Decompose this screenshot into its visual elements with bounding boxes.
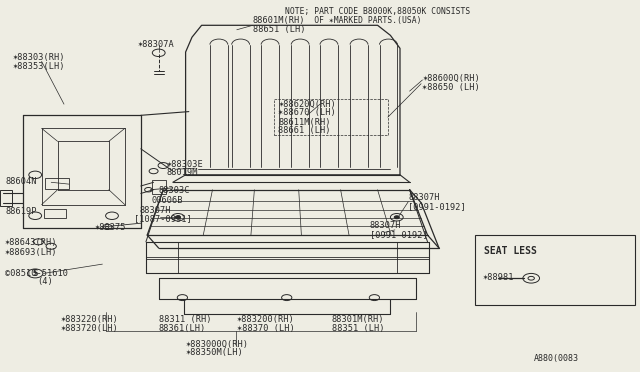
Text: 88307H: 88307H — [370, 221, 401, 230]
Text: 88311 (RH): 88311 (RH) — [159, 315, 211, 324]
Circle shape — [369, 295, 380, 301]
Circle shape — [394, 216, 399, 219]
Text: ©08510-51610: ©08510-51610 — [5, 269, 68, 278]
Text: ✶88600Q(RH): ✶88600Q(RH) — [422, 74, 480, 83]
Text: 88301M(RH): 88301M(RH) — [332, 315, 384, 324]
Text: 88351 (LH): 88351 (LH) — [332, 324, 384, 333]
Text: 88604N: 88604N — [5, 177, 36, 186]
Text: [0991-0192]: [0991-0192] — [408, 202, 466, 211]
Text: ✶88303(RH): ✶88303(RH) — [13, 53, 65, 62]
Text: ✶88981: ✶88981 — [483, 273, 515, 282]
Text: 00606B: 00606B — [151, 196, 182, 205]
Text: ✶88370 (LH): ✶88370 (LH) — [237, 324, 294, 333]
Circle shape — [158, 163, 168, 169]
Circle shape — [528, 276, 534, 280]
Text: ✶883720(LH): ✶883720(LH) — [61, 324, 118, 333]
Text: OF ✶MARKED PARTS.(USA): OF ✶MARKED PARTS.(USA) — [285, 16, 421, 25]
Text: 88611M(RH): 88611M(RH) — [278, 118, 331, 126]
Text: ✶88353(LH): ✶88353(LH) — [13, 62, 65, 71]
Circle shape — [177, 295, 188, 301]
Text: ✶883000Q(RH): ✶883000Q(RH) — [186, 340, 248, 349]
Text: ✶883220(RH): ✶883220(RH) — [61, 315, 118, 324]
Text: 88307H: 88307H — [408, 193, 440, 202]
Circle shape — [172, 214, 184, 221]
Bar — [45, 178, 69, 189]
Circle shape — [29, 212, 42, 219]
Text: 88619P: 88619P — [5, 207, 36, 216]
Text: [1087-0991]: [1087-0991] — [134, 215, 192, 224]
Text: [0991-0192]: [0991-0192] — [370, 230, 428, 239]
Circle shape — [29, 171, 42, 179]
Circle shape — [149, 169, 158, 174]
Bar — [0, 190, 12, 206]
Text: ✶88307A: ✶88307A — [138, 39, 174, 48]
Text: (4): (4) — [37, 277, 53, 286]
Text: A880(0083: A880(0083 — [534, 354, 579, 363]
Bar — [274, 99, 388, 135]
Text: ✶88643(RH): ✶88643(RH) — [5, 238, 58, 247]
Text: ✶88375: ✶88375 — [95, 223, 126, 232]
Circle shape — [152, 49, 165, 57]
Circle shape — [390, 214, 403, 221]
Circle shape — [282, 295, 292, 301]
Text: 88601M(RH): 88601M(RH) — [253, 16, 305, 25]
Text: ✶88350M(LH): ✶88350M(LH) — [186, 348, 243, 357]
Text: 88019M: 88019M — [166, 169, 198, 177]
Bar — [152, 180, 166, 194]
Text: S: S — [33, 269, 38, 278]
Text: 88651 (LH): 88651 (LH) — [253, 25, 305, 33]
Text: NOTE; PART CODE B8000K,88050K CONSISTS: NOTE; PART CODE B8000K,88050K CONSISTS — [285, 7, 470, 16]
Text: ✶88670 (LH): ✶88670 (LH) — [278, 108, 336, 117]
Bar — [44, 209, 66, 218]
Text: 88303C: 88303C — [159, 186, 190, 195]
Text: SEAT LESS: SEAT LESS — [484, 246, 538, 256]
Text: ✶88303E: ✶88303E — [166, 160, 203, 169]
Bar — [475, 235, 635, 305]
Circle shape — [106, 212, 118, 219]
Text: ✶88650 (LH): ✶88650 (LH) — [422, 83, 480, 92]
Text: 88661 (LH): 88661 (LH) — [278, 126, 331, 135]
Text: 88307H: 88307H — [140, 206, 171, 215]
Text: 88361(LH): 88361(LH) — [159, 324, 206, 333]
Text: ✶88620Q(RH): ✶88620Q(RH) — [278, 100, 336, 109]
Text: ✶883200(RH): ✶883200(RH) — [237, 315, 294, 324]
Text: ✶88693(LH): ✶88693(LH) — [5, 248, 58, 257]
Circle shape — [175, 216, 180, 219]
